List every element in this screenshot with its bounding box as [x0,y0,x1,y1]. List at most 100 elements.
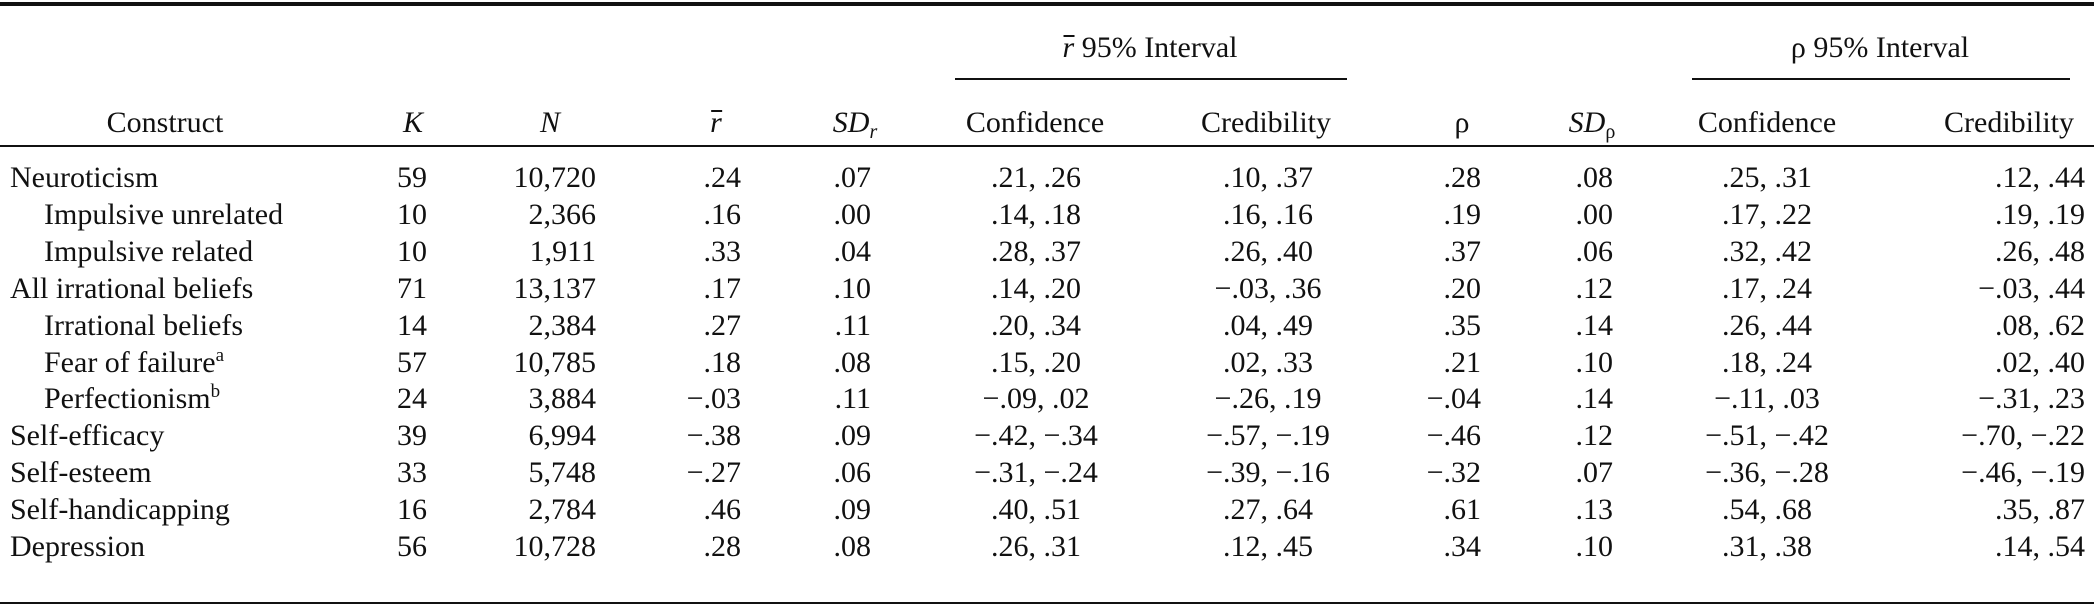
cell-n: 6,994 [528,419,597,453]
cell-construct: Impulsive related [44,234,253,270]
col-header-n: N [539,106,561,139]
col-header-confidence-rho: Confidence [1697,106,1837,139]
cell-rho: .20 [1443,271,1482,305]
cell-n: 3,884 [528,382,597,416]
cell-sd-rho: .12 [1575,419,1614,453]
cell-rbar: .33 [703,234,742,268]
cell-rbar: .27 [703,308,742,342]
cell-n: 2,784 [528,493,597,527]
cell-k: 33 [397,456,427,490]
col-header-sd-rho: SDρ [1568,106,1616,143]
table-top-rule [0,2,2094,6]
cell-n: 1,911 [529,234,596,268]
cell-sd-r: .11 [834,382,871,416]
construct-label: Self-handicapping [10,493,230,527]
cell-construct: Fear of failurea [44,345,224,381]
cell-sd-r: .07 [833,161,872,194]
cell-credibility-rho: .26, .48 [1995,234,2085,268]
cell-credibility-rho: .08, .62 [1995,308,2085,342]
col-header-sd-r: SDr [832,106,878,143]
cell-construct: Self-efficacy [10,418,164,454]
cell-confidence-r: .20, .34 [991,308,1081,342]
construct-label: Self-efficacy [10,419,165,453]
footnote-marker: b [210,381,221,403]
cell-n: 10,720 [513,161,597,194]
cell-rbar: .46 [703,493,742,527]
construct-label: Impulsive related [44,234,254,268]
cell-sd-rho: .13 [1575,493,1614,527]
cell-sd-r: .06 [833,456,872,490]
cell-confidence-rho: −.36, −.28 [1705,456,1829,490]
cell-sd-r: .08 [833,345,872,379]
group-header-rbar-label: 95% Interval [1081,31,1238,64]
cell-confidence-rho: −.11, .03 [1714,382,1820,416]
group-header-rho-interval: ρ 95% Interval [1791,30,1969,66]
construct-label: Fear of failure [44,345,216,379]
cell-n: 10,728 [513,530,597,563]
cell-rbar: .16 [703,197,742,231]
col-header-construct: Construct [106,106,224,139]
cell-confidence-r: .14, .20 [991,271,1081,305]
cell-confidence-r: .14, .18 [991,197,1081,231]
construct-label: Neuroticism [10,161,159,194]
cell-rho: .35 [1443,308,1482,342]
cell-credibility-rho: −.31, .23 [1978,382,2085,416]
cell-k: 16 [397,493,427,527]
cell-rbar: .28 [703,530,742,563]
cell-rho: .37 [1443,234,1482,268]
cell-credibility-rho: .14, .54 [1995,530,2085,563]
cell-rbar: .17 [703,271,742,305]
cell-credibility-rho: .02, .40 [1995,345,2085,379]
cell-rbar: .18 [703,345,742,379]
cell-credibility-r: −.26, .19 [1214,382,1322,416]
cell-sd-rho: .14 [1575,308,1614,342]
cell-rbar: −.38 [686,419,741,453]
cell-confidence-rho: .54, .68 [1722,493,1812,527]
group-rule-rbar-interval [955,78,1347,80]
cell-k: 10 [397,197,427,231]
cell-construct: Self-handicapping [10,492,230,528]
cell-confidence-r: .28, .37 [991,234,1081,268]
rho-symbol: ρ [1790,31,1806,64]
cell-credibility-rho: .12, .44 [1995,161,2085,194]
cell-rbar: −.27 [686,456,741,490]
cell-rho: −.46 [1426,419,1481,453]
cell-construct: Neuroticism [10,160,158,196]
group-header-rbar-interval: r 95% Interval [1063,30,1238,66]
cell-rho: .34 [1443,530,1482,563]
cell-n: 13,137 [513,271,597,305]
construct-label: Self-esteem [10,456,152,490]
cell-k: 39 [397,419,427,453]
cell-confidence-rho: .32, .42 [1722,234,1812,268]
cell-sd-r: .00 [833,197,872,231]
col-header-rho: ρ [1454,106,1470,139]
cell-credibility-r: .27, .64 [1223,493,1313,527]
cell-sd-rho: .07 [1575,456,1614,490]
cell-credibility-rho: −.46, −.19 [1961,456,2085,490]
cell-rho: .19 [1443,197,1482,231]
cell-confidence-rho: .31, .38 [1722,530,1812,563]
col-header-confidence-r: Confidence [965,106,1105,139]
cell-sd-rho: .10 [1575,345,1614,379]
cell-credibility-rho: −.03, .44 [1978,271,2085,305]
cell-confidence-rho: .18, .24 [1722,345,1812,379]
col-header-credibility-rho: Credibility [1944,106,2074,139]
cell-k: 57 [397,345,427,379]
cell-sd-r: .09 [833,419,872,453]
cell-confidence-r: .40, .51 [991,493,1081,527]
cell-credibility-r: −.39, −.16 [1206,456,1330,490]
cell-sd-r: .04 [833,234,872,268]
cell-rho: −.04 [1426,382,1481,416]
cell-construct: Depression [10,529,145,565]
cell-k: 14 [397,308,427,342]
cell-sd-r: .09 [833,493,872,527]
rbar-symbol: r [1062,31,1075,64]
group-rule-rho-interval [1692,78,2070,80]
cell-k: 59 [397,161,427,194]
cell-n: 10,785 [513,345,597,379]
cell-confidence-r: .26, .31 [991,530,1081,563]
cell-confidence-r: −.09, .02 [982,382,1090,416]
cell-confidence-r: −.31, −.24 [974,456,1098,490]
cell-credibility-r: −.03, .36 [1214,271,1322,305]
cell-sd-rho: .14 [1575,382,1614,416]
